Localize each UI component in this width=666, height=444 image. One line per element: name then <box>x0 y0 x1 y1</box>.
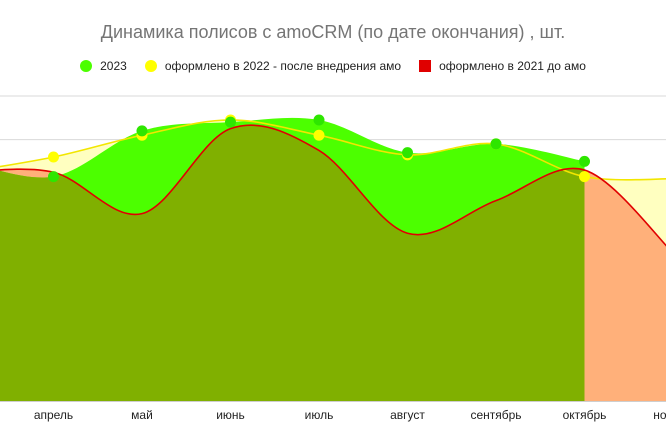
legend-swatch-2021 <box>419 60 432 72</box>
point-2023 <box>402 147 413 159</box>
point-2022 <box>579 171 590 183</box>
point-2022 <box>48 151 59 163</box>
legend-label-2022: оформлено в 2022 - после внедрения амо <box>164 59 402 73</box>
legend: 2023 оформлено в 2022 - после внедрения … <box>0 59 666 73</box>
point-2023 <box>136 125 148 137</box>
x-tick-label: май <box>131 408 153 422</box>
chart-title: Динамика полисов с amoCRM (по дате оконч… <box>100 22 566 42</box>
x-tick-label: октябрь <box>563 408 607 422</box>
point-2023 <box>579 155 590 167</box>
point-2023 <box>225 116 236 128</box>
x-tick-label: сентябрь <box>470 408 521 422</box>
legend-swatch-2022 <box>144 60 157 72</box>
point-2023 <box>490 138 502 150</box>
legend-swatch-2023 <box>80 60 93 72</box>
line-2021 <box>0 124 666 247</box>
legend-item-2023: 2023 <box>80 59 127 73</box>
legend-label-2021: оформлено в 2021 до амо <box>439 59 586 73</box>
x-tick-label: июль <box>305 408 334 422</box>
x-tick-label: ноябрь <box>653 408 666 422</box>
area-overlap <box>0 125 585 401</box>
x-tick-label: июнь <box>216 408 245 422</box>
legend-item-2022: оформлено в 2022 - после внедрения амо <box>144 59 402 73</box>
x-tick-label: август <box>390 408 425 422</box>
point-2022 <box>313 129 325 141</box>
point-2023 <box>48 171 59 183</box>
legend-item-2021: оформлено в 2021 до амо <box>419 59 586 73</box>
point-2023 <box>313 114 325 126</box>
x-tick-label: апрель <box>34 408 73 422</box>
legend-label-2023: 2023 <box>100 59 127 73</box>
